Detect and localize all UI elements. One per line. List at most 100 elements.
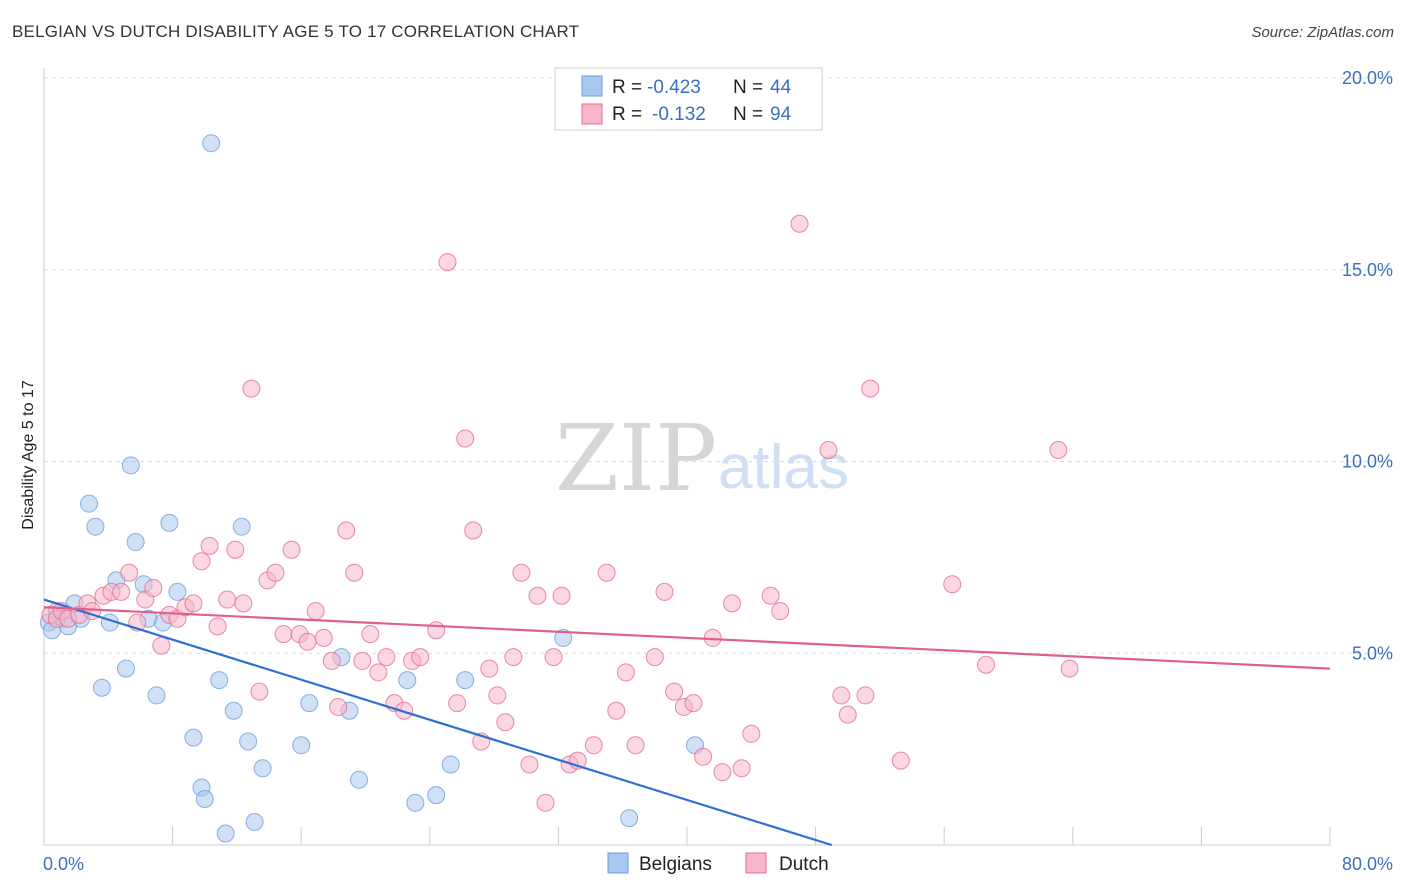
point-dutch bbox=[891, 751, 910, 770]
point-dutch bbox=[790, 214, 809, 233]
point-belgians bbox=[92, 678, 111, 697]
point-dutch bbox=[742, 724, 761, 743]
legend-r-label-belgians: R = bbox=[612, 77, 642, 98]
point-dutch bbox=[464, 521, 483, 540]
point-dutch bbox=[732, 759, 751, 778]
point-belgians bbox=[253, 759, 272, 778]
point-belgians bbox=[398, 671, 417, 690]
point-dutch bbox=[377, 648, 396, 667]
legend-r-label-dutch: R = bbox=[612, 104, 642, 125]
point-belgians bbox=[239, 732, 258, 751]
point-belgians bbox=[456, 671, 475, 690]
point-belgians bbox=[160, 513, 179, 532]
point-dutch bbox=[152, 636, 171, 655]
point-dutch bbox=[192, 552, 211, 571]
point-dutch bbox=[266, 563, 285, 582]
point-belgians bbox=[121, 456, 140, 475]
point-belgians bbox=[147, 686, 166, 705]
legend-swatch-belgians bbox=[581, 75, 603, 97]
point-dutch bbox=[512, 563, 531, 582]
point-belgians bbox=[554, 628, 573, 647]
point-dutch bbox=[943, 575, 962, 594]
point-dutch bbox=[856, 686, 875, 705]
point-dutch bbox=[112, 582, 131, 601]
point-dutch bbox=[771, 602, 790, 621]
point-dutch bbox=[411, 648, 430, 667]
point-dutch bbox=[322, 651, 341, 670]
point-belgians bbox=[406, 793, 425, 812]
point-dutch bbox=[713, 763, 732, 782]
point-dutch bbox=[242, 379, 261, 398]
y-tick-label: 10.0% bbox=[1342, 452, 1393, 472]
point-belgians bbox=[300, 694, 319, 713]
point-dutch bbox=[645, 648, 664, 667]
point-dutch bbox=[496, 713, 515, 732]
point-dutch bbox=[456, 429, 475, 448]
axis-ticks: 5.0% 10.0% 15.0% 20.0% bbox=[1342, 68, 1393, 663]
point-belgians bbox=[216, 824, 235, 843]
point-dutch bbox=[819, 440, 838, 459]
legend-stats: R = -0.423 N = 44 R = -0.132 N = 94 bbox=[554, 67, 823, 131]
legend-n-label-belgians: N = bbox=[733, 77, 763, 98]
point-belgians bbox=[168, 582, 187, 601]
point-belgians bbox=[245, 812, 264, 831]
point-dutch bbox=[282, 540, 301, 559]
y-tick-label: 20.0% bbox=[1342, 68, 1393, 88]
point-dutch bbox=[298, 632, 317, 651]
point-dutch bbox=[832, 686, 851, 705]
point-dutch bbox=[306, 602, 325, 621]
point-belgians bbox=[116, 659, 135, 678]
point-dutch bbox=[1049, 440, 1068, 459]
y-axis-label: Disability Age 5 to 17 bbox=[20, 380, 37, 530]
point-dutch bbox=[655, 582, 674, 601]
point-belgians bbox=[184, 728, 203, 747]
point-belgians bbox=[210, 671, 229, 690]
point-dutch bbox=[597, 563, 616, 582]
point-dutch bbox=[665, 682, 684, 701]
watermark: ZIP atlas bbox=[555, 405, 849, 512]
source-credit: Source: ZipAtlas.com bbox=[1251, 24, 1394, 41]
legend-series: Belgians Dutch bbox=[607, 852, 829, 875]
legend-swatch-belgians-bottom bbox=[607, 852, 629, 874]
legend-n-value-belgians: 44 bbox=[770, 77, 792, 98]
point-dutch bbox=[488, 686, 507, 705]
point-belgians bbox=[232, 517, 251, 536]
point-dutch bbox=[345, 563, 364, 582]
watermark-zip: ZIP bbox=[555, 405, 717, 512]
point-belgians bbox=[86, 517, 105, 536]
trend-lines bbox=[43, 598, 1331, 847]
y-tick-label: 5.0% bbox=[1352, 643, 1393, 663]
point-dutch bbox=[684, 694, 703, 713]
point-dutch bbox=[226, 540, 245, 559]
legend-r-value-belgians: -0.423 bbox=[647, 77, 701, 98]
legend-swatch-dutch-bottom bbox=[745, 852, 767, 874]
point-dutch bbox=[723, 594, 742, 613]
point-dutch bbox=[616, 663, 635, 682]
point-dutch bbox=[520, 755, 539, 774]
point-dutch bbox=[250, 682, 269, 701]
legend-r-value-dutch: -0.132 bbox=[652, 104, 706, 125]
point-dutch bbox=[694, 747, 713, 766]
chart-title: BELGIAN VS DUTCH DISABILITY AGE 5 TO 17 … bbox=[12, 22, 580, 41]
point-dutch bbox=[448, 694, 467, 713]
x-tick-label-max: 80.0% bbox=[1342, 854, 1393, 874]
point-dutch bbox=[528, 586, 547, 605]
point-dutch bbox=[184, 594, 203, 613]
point-dutch bbox=[329, 697, 348, 716]
point-dutch bbox=[200, 536, 219, 555]
point-dutch bbox=[120, 563, 139, 582]
point-belgians bbox=[441, 755, 460, 774]
point-belgians bbox=[292, 736, 311, 755]
axes bbox=[43, 68, 1331, 846]
point-dutch bbox=[861, 379, 880, 398]
point-belgians bbox=[126, 533, 145, 552]
point-dutch bbox=[274, 625, 293, 644]
point-dutch bbox=[584, 736, 603, 755]
point-dutch bbox=[144, 579, 163, 598]
point-dutch bbox=[838, 705, 857, 724]
legend-swatch-dutch bbox=[581, 103, 603, 125]
legend-label-dutch: Dutch bbox=[779, 854, 829, 875]
point-dutch bbox=[314, 628, 333, 647]
point-belgians bbox=[350, 770, 369, 789]
